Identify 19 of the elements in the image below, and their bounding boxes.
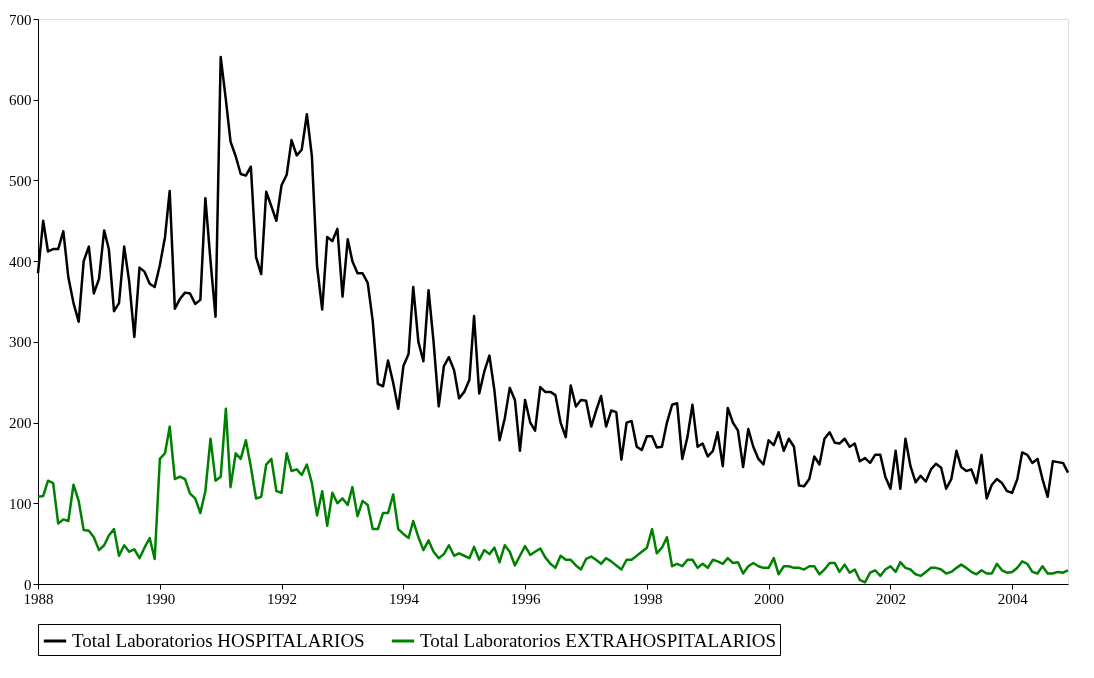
x-tick-label: 1996 <box>510 590 542 607</box>
legend-label: Total Laboratorios EXTRAHOSPITALARIOS <box>420 630 776 651</box>
x-tick-label: 1994 <box>388 590 420 607</box>
x-tick-label: 1990 <box>145 590 176 607</box>
y-tick-label: 500 <box>9 172 32 189</box>
y-tick-label: 0 <box>24 576 32 593</box>
x-tick-label: 2000 <box>754 590 785 607</box>
x-tick-label: 1992 <box>267 590 298 607</box>
y-tick-label: 600 <box>9 92 32 109</box>
x-tick-label: 2004 <box>997 590 1029 607</box>
y-tick-label: 700 <box>9 11 32 28</box>
y-tick-label: 100 <box>9 495 32 512</box>
x-tick-label: 2002 <box>875 590 906 607</box>
legend-label: Total Laboratorios HOSPITALARIOS <box>72 630 365 651</box>
y-tick-label: 200 <box>9 415 32 432</box>
y-tick-label: 300 <box>9 334 32 351</box>
x-tick-label: 1998 <box>632 590 663 607</box>
x-tick-label: 1988 <box>23 590 54 607</box>
y-tick-label: 400 <box>9 253 32 270</box>
